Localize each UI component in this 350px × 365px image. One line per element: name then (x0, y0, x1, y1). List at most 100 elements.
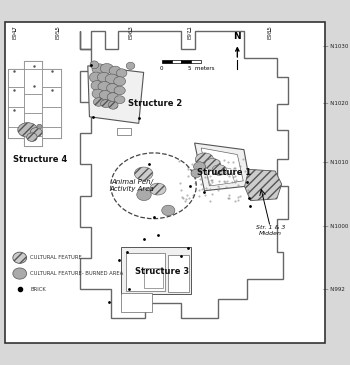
Bar (8, 107, 25, 127)
Point (245, 190, 251, 196)
Point (233, 177, 239, 183)
Text: — N1010: — N1010 (323, 160, 348, 165)
Ellipse shape (205, 158, 220, 170)
Polygon shape (201, 148, 243, 186)
Point (216, 185, 222, 191)
Bar (191, 59, 201, 63)
Ellipse shape (27, 133, 37, 141)
Text: — N1030: — N1030 (323, 43, 348, 49)
Text: Str. 1 & 3
Midden: Str. 1 & 3 Midden (256, 225, 285, 235)
Point (217, 178, 222, 184)
Bar (172, 59, 181, 63)
Polygon shape (8, 87, 25, 107)
Point (201, 168, 206, 174)
Point (189, 161, 195, 167)
Point (216, 183, 221, 189)
Polygon shape (88, 66, 144, 123)
Bar (42, 107, 61, 127)
Polygon shape (8, 127, 25, 138)
Ellipse shape (117, 69, 127, 77)
Point (177, 180, 183, 186)
Ellipse shape (107, 93, 118, 101)
Ellipse shape (194, 162, 205, 172)
Bar (181, 59, 191, 63)
Point (236, 170, 241, 176)
Bar (42, 69, 61, 87)
Point (185, 192, 190, 198)
Text: 0: 0 (160, 66, 163, 71)
Point (202, 174, 208, 180)
Polygon shape (25, 114, 42, 137)
Point (232, 179, 238, 185)
Point (207, 181, 213, 187)
Bar (168, 255, 189, 292)
Ellipse shape (108, 101, 118, 109)
Ellipse shape (92, 89, 104, 98)
Ellipse shape (100, 100, 111, 108)
Point (225, 159, 230, 165)
Polygon shape (25, 69, 42, 94)
Text: CULTURAL FEATURE: CULTURAL FEATURE (30, 255, 82, 260)
Text: Structure 2: Structure 2 (128, 99, 182, 108)
Ellipse shape (114, 96, 125, 104)
Point (209, 177, 215, 183)
Bar (8, 69, 25, 87)
Point (210, 168, 215, 173)
Point (216, 167, 221, 173)
Point (226, 192, 231, 198)
Point (225, 195, 230, 200)
Point (198, 181, 204, 187)
Point (236, 197, 241, 203)
Point (187, 195, 192, 201)
Point (246, 195, 252, 201)
Bar (8, 87, 25, 107)
Text: BRICK: BRICK (30, 287, 46, 292)
Polygon shape (8, 69, 25, 87)
Point (232, 165, 238, 171)
Polygon shape (245, 169, 282, 201)
Text: — N992: — N992 (323, 287, 345, 292)
Bar (25, 94, 42, 114)
Point (209, 192, 215, 197)
Text: E955: E955 (56, 25, 61, 39)
Bar (121, 247, 191, 294)
Point (246, 188, 251, 193)
Point (221, 157, 227, 162)
Ellipse shape (99, 91, 111, 100)
Text: Structure 1: Structure 1 (197, 168, 251, 177)
Point (235, 194, 241, 200)
Polygon shape (25, 94, 42, 114)
Point (192, 180, 197, 186)
Text: E947: E947 (13, 25, 18, 39)
Ellipse shape (195, 153, 214, 166)
Point (185, 166, 190, 172)
Ellipse shape (93, 98, 104, 106)
Bar (25, 61, 42, 74)
Point (180, 195, 185, 200)
Point (230, 159, 236, 165)
Point (202, 193, 208, 199)
Point (223, 170, 229, 176)
Point (208, 186, 213, 192)
Polygon shape (8, 107, 25, 127)
Ellipse shape (90, 61, 99, 69)
Point (180, 195, 186, 201)
Text: E971: E971 (187, 25, 192, 39)
Point (243, 168, 248, 174)
Point (229, 179, 235, 185)
Point (178, 187, 184, 193)
Point (221, 178, 227, 184)
Polygon shape (25, 137, 42, 146)
Ellipse shape (92, 64, 106, 74)
Ellipse shape (30, 128, 42, 137)
Text: E985: E985 (268, 25, 273, 39)
Ellipse shape (97, 72, 111, 82)
Point (232, 165, 237, 170)
Point (224, 172, 229, 177)
Bar (144, 268, 163, 288)
Text: — N1000: — N1000 (323, 224, 348, 229)
Point (240, 156, 246, 162)
Polygon shape (195, 143, 251, 191)
Ellipse shape (212, 165, 226, 175)
Ellipse shape (162, 205, 175, 216)
